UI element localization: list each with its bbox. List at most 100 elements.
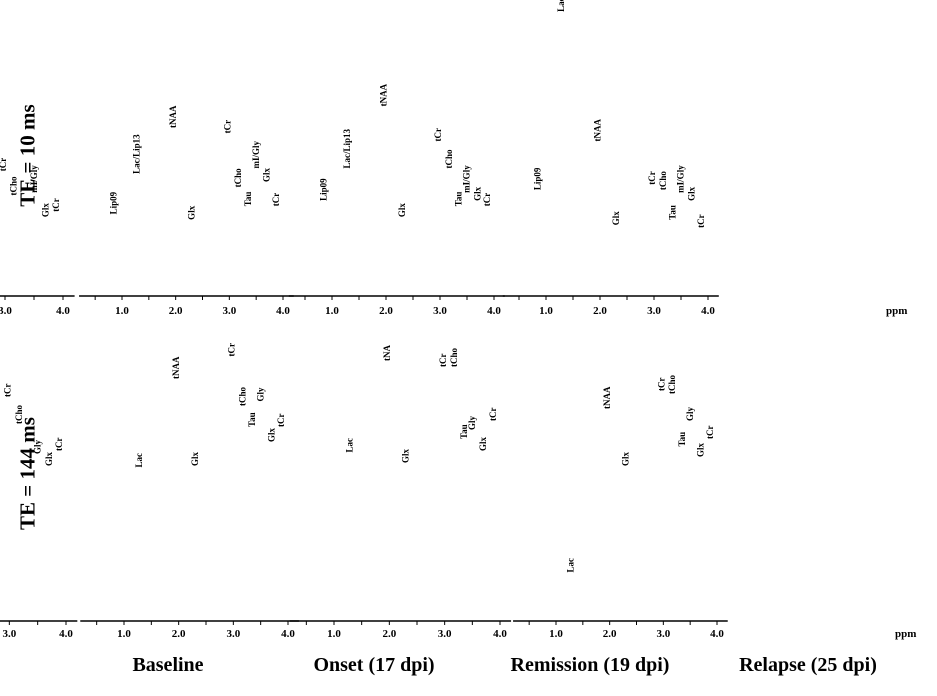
peak-label: tCho — [9, 176, 19, 196]
row-label-te10: TE = 10 ms — [15, 104, 40, 207]
peak-label: Tau — [668, 205, 678, 220]
peak-label: Lac — [134, 453, 144, 468]
peak-label: Tau — [677, 432, 687, 447]
peak-label: tCr — [656, 378, 666, 392]
peak-label: Glx — [41, 203, 51, 218]
peak-label: tNA — [382, 345, 392, 361]
peak-label: tCr — [647, 171, 657, 185]
peak-label: tCho — [237, 386, 247, 406]
peak-label: tNAA — [593, 119, 603, 142]
x-tick-label: 1.0 — [327, 628, 341, 640]
peak-label: tCho — [444, 149, 454, 169]
peak-label: tCr — [51, 198, 61, 212]
peak-label: tCho — [667, 374, 677, 394]
peak-label: Tau — [243, 192, 253, 207]
peak-label: tCho — [449, 347, 459, 367]
column-label-baseline: Baseline — [132, 654, 204, 676]
peak-label: Tau — [247, 412, 257, 427]
peak-label: Gly — [685, 406, 695, 421]
peak-label: Lac/Lip13 — [342, 128, 352, 168]
x-tick-label: 4.0 — [281, 628, 295, 640]
x-tick-label: 3.0 — [647, 305, 661, 317]
x-tick-label: 3.0 — [438, 628, 452, 640]
peak-label: Glx — [611, 211, 621, 226]
x-tick-label: 2.0 — [593, 305, 607, 317]
peak-label: Glx — [478, 436, 488, 451]
peak-label: tNAA — [171, 356, 181, 379]
peak-label: tCr — [482, 193, 492, 207]
x-tick-label: 1.0 — [325, 305, 339, 317]
x-tick-label: 1.0 — [539, 305, 553, 317]
x-tick-label: 3.0 — [222, 305, 236, 317]
peak-label: tCr — [54, 438, 64, 452]
x-tick-label: 2.0 — [379, 305, 393, 317]
peak-label: tNAA — [602, 386, 612, 409]
x-tick-label: 1.0 — [115, 305, 129, 317]
x-tick-label: 1.0 — [117, 628, 131, 640]
peak-label: Lip09 — [319, 178, 329, 201]
peak-label: mI/Gly — [251, 140, 261, 168]
peak-label: Gly — [467, 415, 477, 430]
peak-label: tCr — [276, 414, 286, 428]
peak-label: Glx — [620, 451, 630, 466]
peak-label: Lac/Lip13 — [132, 134, 142, 174]
x-tick-label: 3.0 — [656, 628, 670, 640]
x-tick-label: 3.0 — [2, 628, 16, 640]
peak-label: Glx — [397, 203, 407, 218]
peak-label: tCr — [433, 128, 443, 142]
peak-label: tCho — [233, 168, 243, 188]
x-axis-unit-label: ppm — [895, 628, 916, 640]
peak-label: tNAA — [168, 105, 178, 128]
peak-label: Glx — [696, 442, 706, 457]
peak-label: Tau — [459, 424, 469, 439]
x-tick-label: 2.0 — [603, 628, 617, 640]
peak-label: Lac — [344, 438, 354, 453]
peak-label: Gly — [255, 387, 265, 402]
peak-label: Glx — [473, 186, 483, 201]
peak-label: Glx — [190, 451, 200, 466]
peak-label: mI/Gly — [462, 165, 472, 193]
peak-label: tCr — [2, 384, 12, 398]
x-tick-label: 4.0 — [56, 305, 70, 317]
column-label-remission: Remission (19 dpi) — [510, 654, 670, 676]
peak-label: Lac — [566, 558, 576, 573]
peak-label: Glx — [44, 451, 54, 466]
row-label-te144: TE = 144 ms — [15, 417, 40, 530]
peak-label: mI/Gly — [676, 165, 686, 193]
x-tick-label: 2.0 — [382, 628, 396, 640]
peak-label: Glx — [262, 167, 272, 182]
x-tick-label: 4.0 — [59, 628, 73, 640]
peak-label: tCr — [438, 354, 448, 368]
peak-label: tCr — [271, 193, 281, 207]
x-tick-label: 4.0 — [276, 305, 290, 317]
peak-label: tCho — [658, 171, 668, 191]
peak-label: mI/Gly — [29, 165, 39, 193]
peak-label: tCr — [0, 158, 8, 172]
peak-label: tCr — [696, 214, 706, 228]
peak-label: tCr — [222, 120, 232, 134]
x-tick-label: 1.0 — [549, 628, 563, 640]
x-tick-label: 4.0 — [701, 305, 715, 317]
peak-label: tCr — [226, 343, 236, 357]
x-tick-label: 4.0 — [493, 628, 507, 640]
x-tick-label: 3.0 — [433, 305, 447, 317]
peak-label: Gly — [33, 439, 43, 454]
peak-label: Lip09 — [109, 191, 119, 214]
peak-label: tCr — [705, 426, 715, 440]
peak-label: Glx — [687, 186, 697, 201]
peak-label: tCr — [488, 408, 498, 422]
x-axis-unit-label: ppm — [886, 305, 907, 317]
x-tick-label: 3.0 — [226, 628, 240, 640]
peak-label: tCho — [14, 404, 24, 424]
x-tick-label: 4.0 — [710, 628, 724, 640]
column-label-relapse: Relapse (25 dpi) — [739, 654, 877, 676]
peak-label: Glx — [266, 427, 276, 442]
x-tick-label: 2.0 — [172, 628, 186, 640]
column-label-onset: Onset (17 dpi) — [313, 654, 435, 676]
x-tick-label: 2.0 — [169, 305, 183, 317]
peak-label: Lac/Lip13 — [556, 0, 566, 12]
x-tick-label: 4.0 — [487, 305, 501, 317]
peak-label: Glx — [186, 205, 196, 220]
